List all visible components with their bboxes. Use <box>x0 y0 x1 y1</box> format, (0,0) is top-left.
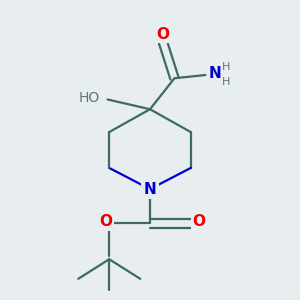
Text: O: O <box>100 214 112 229</box>
Text: N: N <box>209 66 221 81</box>
Text: H: H <box>221 62 230 72</box>
Text: O: O <box>192 214 206 229</box>
Text: O: O <box>157 27 169 42</box>
Text: H: H <box>221 76 230 86</box>
Text: N: N <box>144 182 156 196</box>
Text: HO: HO <box>78 91 100 105</box>
